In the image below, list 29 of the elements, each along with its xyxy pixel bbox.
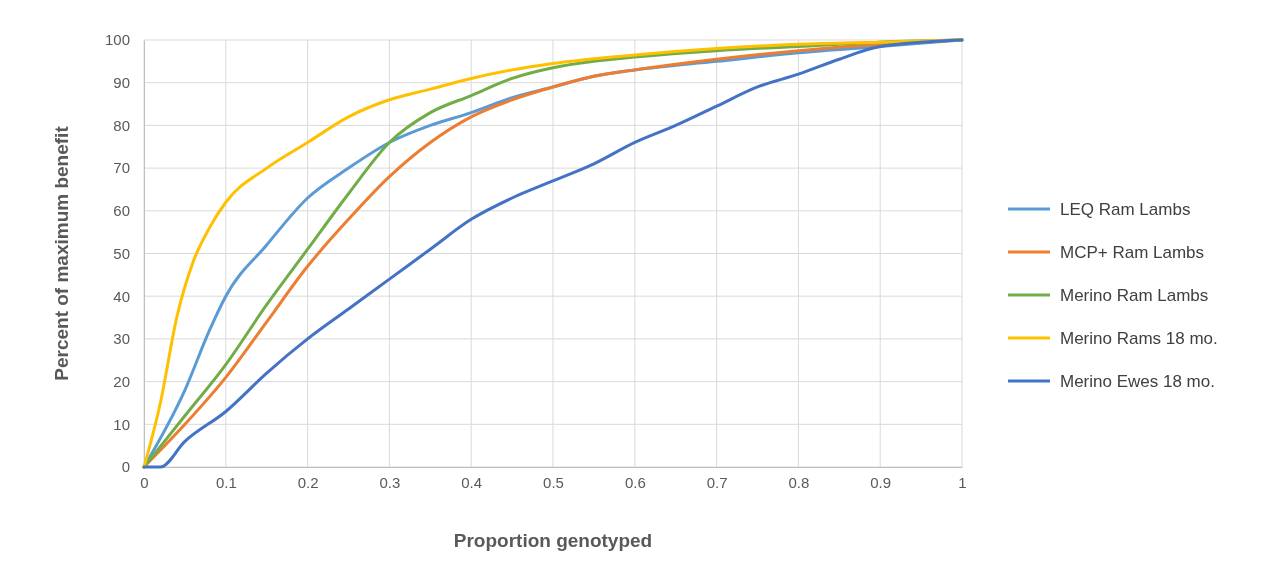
y-tick-label: 0 [121, 458, 130, 476]
y-tick-label: 20 [113, 372, 130, 390]
y-tick-label: 50 [113, 244, 130, 262]
x-tick-label: 0.8 [788, 473, 810, 491]
x-tick-label: 0.7 [706, 473, 728, 491]
legend-label: Merino Rams 18 mo. [1060, 328, 1218, 348]
y-tick-label: 40 [113, 287, 130, 305]
x-tick-label: 0.9 [870, 473, 892, 491]
y-axis-title: Percent of maximum benefit [51, 125, 72, 381]
y-tick-label: 10 [113, 415, 130, 433]
y-tick-label: 60 [113, 202, 130, 220]
x-tick-label: 0.4 [461, 473, 483, 491]
x-tick-label: 0 [140, 473, 149, 491]
legend-label: MCP+ Ram Lambs [1060, 242, 1205, 262]
y-tick-label: 70 [113, 159, 130, 177]
legend-label: Merino Ewes 18 mo. [1060, 371, 1215, 391]
x-axis-title: Proportion genotyped [453, 530, 653, 551]
x-tick-label: 0.1 [215, 473, 237, 491]
y-tick-label: 80 [113, 116, 130, 134]
y-tick-label: 90 [113, 74, 130, 91]
legend-label: Merino Ram Lambs [1060, 285, 1209, 305]
y-tick-label: 30 [113, 330, 130, 348]
x-tick-label: 1 [958, 473, 967, 491]
x-tick-label: 0.6 [624, 473, 646, 491]
y-tick-label: 100 [104, 31, 130, 49]
x-tick-label: 0.2 [297, 473, 319, 491]
legend-label: LEQ Ram Lambs [1060, 199, 1191, 219]
x-tick-label: 0.3 [379, 473, 401, 491]
x-tick-label: 0.5 [543, 473, 564, 491]
